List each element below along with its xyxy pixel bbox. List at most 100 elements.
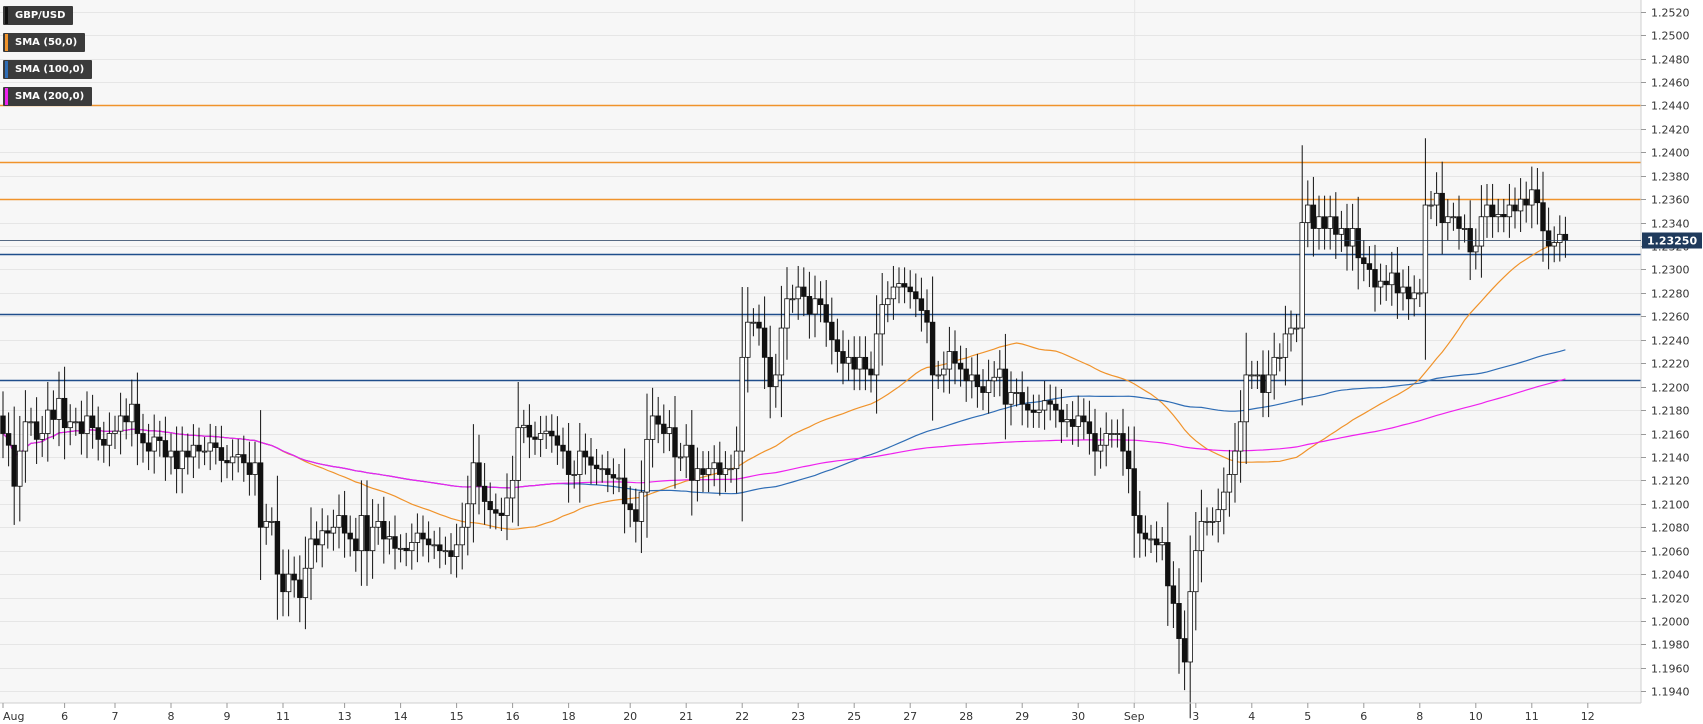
candle-body <box>862 356 869 370</box>
y-tick-label: 1.1980 <box>1651 639 1690 652</box>
candle-body <box>1377 280 1384 288</box>
candle-body <box>39 433 45 440</box>
candle-body <box>1187 591 1193 663</box>
candle-body <box>1036 409 1042 413</box>
candle-body <box>1517 198 1524 212</box>
candle-body <box>605 468 611 475</box>
candle-body <box>733 450 740 470</box>
candle-body <box>1075 415 1081 427</box>
candle-body <box>414 532 421 543</box>
y-tick-label: 1.2180 <box>1651 405 1690 418</box>
candle-body <box>806 296 813 315</box>
candle-body <box>1461 228 1468 230</box>
x-tick-label: 12 <box>1581 710 1595 723</box>
legend-swatch <box>5 7 8 24</box>
candle-body <box>325 530 331 534</box>
candle-body <box>868 368 874 376</box>
candle-body <box>1131 468 1137 516</box>
legend-sma-200[interactable]: SMA (200,0) <box>3 87 93 106</box>
x-tick-label: 8 <box>1416 710 1423 723</box>
legend-sma-100[interactable]: SMA (100,0) <box>3 60 93 79</box>
candle-body <box>1411 292 1417 300</box>
y-tick-label: 1.2280 <box>1651 288 1690 301</box>
candle-body <box>896 283 902 288</box>
candle-body <box>661 423 667 434</box>
y-tick-label: 1.2140 <box>1651 452 1690 465</box>
candle-body <box>1198 520 1205 552</box>
candle-body <box>817 298 824 306</box>
candle-body <box>1277 356 1283 359</box>
y-tick-label: 1.2080 <box>1651 522 1690 535</box>
candle-body <box>453 544 460 557</box>
candle-body <box>577 450 583 475</box>
candle-body <box>213 442 219 448</box>
candle-body <box>291 573 297 581</box>
last-price-marker: 1.23250 <box>0 232 1702 249</box>
candle-body <box>1450 216 1457 219</box>
candle-body <box>521 424 527 429</box>
candle-body <box>1439 192 1445 224</box>
candle-body <box>123 415 129 423</box>
candle-body <box>599 468 605 471</box>
candle-body <box>773 374 779 388</box>
candle-body <box>1551 242 1557 247</box>
x-tick-label: 22 <box>735 710 749 723</box>
candle-body <box>901 283 908 288</box>
candle-body <box>997 368 1003 378</box>
y-tick-label: 1.2120 <box>1651 475 1690 488</box>
last-price-box <box>1642 232 1702 249</box>
candle-body <box>190 444 197 458</box>
candle-body <box>285 573 292 593</box>
candle-body <box>879 304 885 335</box>
candle-body <box>1226 474 1233 493</box>
candle-body <box>537 433 544 440</box>
y-tick-label: 1.1940 <box>1651 686 1690 699</box>
candle-body <box>1540 202 1546 232</box>
candle-body <box>78 421 85 434</box>
candle-body <box>571 474 577 476</box>
sma-lines <box>2 239 1566 530</box>
x-tick-label: 16 <box>506 710 520 723</box>
candle-body <box>50 409 57 420</box>
x-tick-label: Aug <box>3 710 24 723</box>
candle-body <box>22 421 29 452</box>
y-tick-label: 1.2200 <box>1651 382 1690 395</box>
y-tick-label: 1.2040 <box>1651 569 1690 582</box>
candle-body <box>834 339 841 352</box>
candle-body <box>974 374 981 388</box>
candle-body <box>347 532 353 540</box>
candle-body <box>532 436 538 440</box>
candle-body <box>1545 230 1552 247</box>
candle-body <box>711 462 717 470</box>
x-tick-label: 10 <box>1469 710 1483 723</box>
legend-sma-50[interactable]: SMA (50,0) <box>3 33 86 52</box>
candle-body <box>235 454 241 458</box>
candle-body <box>649 415 656 440</box>
candle-body <box>913 291 919 300</box>
candle-body <box>1433 192 1440 206</box>
candle-body <box>1506 204 1513 218</box>
candle-body <box>129 403 135 423</box>
legend-symbol[interactable]: GBP/USD <box>3 6 74 25</box>
candle-body <box>1086 421 1093 434</box>
candle-body <box>554 435 561 446</box>
x-tick-label: 21 <box>679 710 693 723</box>
candle-body <box>134 403 141 434</box>
candle-body <box>717 462 723 475</box>
candle-body <box>829 321 835 341</box>
candle-body <box>851 356 857 370</box>
candle-body <box>526 424 533 438</box>
plot-background <box>0 0 1641 703</box>
candle-body <box>946 351 953 370</box>
candle-body <box>1557 233 1563 243</box>
candle-body <box>117 415 124 432</box>
y-tick-label: 1.2240 <box>1651 335 1690 348</box>
candle-body <box>1327 216 1333 229</box>
candle-body <box>1389 272 1395 286</box>
candle-body <box>1232 450 1238 475</box>
candle-body <box>857 356 863 370</box>
candle-body <box>560 444 566 452</box>
candle-body <box>873 333 880 376</box>
candle-body <box>173 450 180 470</box>
